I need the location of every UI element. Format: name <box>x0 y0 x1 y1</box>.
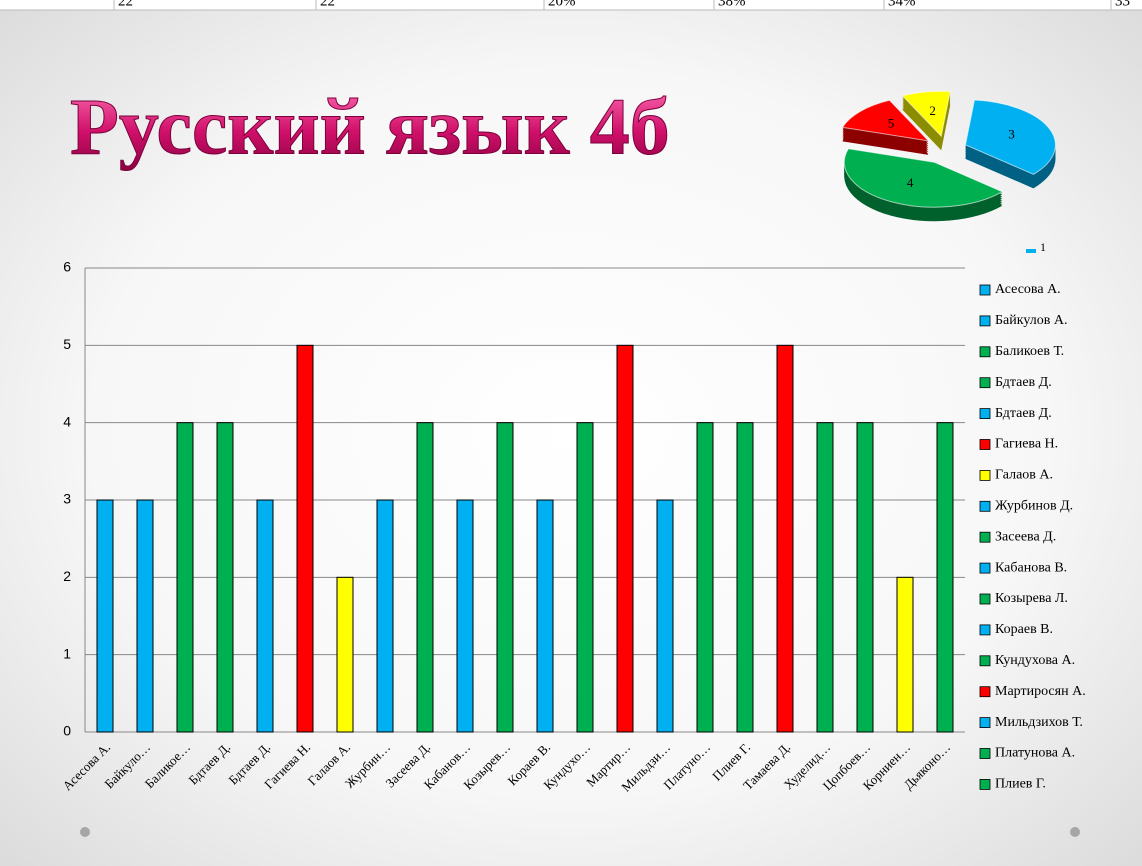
y-tick-label: 6 <box>63 259 71 275</box>
bar <box>936 422 954 733</box>
legend-label: Козырева Л. <box>995 591 1068 606</box>
legend-swatch <box>979 779 991 790</box>
bar <box>736 422 754 733</box>
bar <box>456 499 474 733</box>
y-tick-label: 5 <box>63 336 71 352</box>
bar <box>536 499 554 733</box>
legend-label: Бдтаев Д. <box>995 375 1052 390</box>
slide-dot <box>1070 827 1080 837</box>
y-tick-label: 2 <box>63 568 71 584</box>
bar <box>776 344 794 733</box>
bar <box>616 344 634 733</box>
legend-swatch <box>979 408 991 420</box>
legend-label: Кундухова А. <box>995 653 1075 668</box>
bar <box>96 499 114 733</box>
pie-label: 5 <box>888 116 895 131</box>
legend-swatch <box>979 562 991 574</box>
legend-swatch <box>979 469 991 481</box>
legend-swatch <box>979 346 991 358</box>
legend-label: Галаов А. <box>995 468 1053 483</box>
bar <box>136 499 154 733</box>
legend-label: 1 <box>1040 240 1046 254</box>
bar <box>576 422 594 733</box>
legend-label: Кабанова В. <box>995 560 1067 575</box>
bar <box>816 422 834 733</box>
legend-swatch <box>979 500 991 512</box>
legend-swatch <box>1026 249 1036 253</box>
cell-text: 38% <box>718 0 746 9</box>
y-tick-label: 3 <box>63 491 71 507</box>
legend-swatch <box>979 686 991 698</box>
legend-label: Байкулов А. <box>995 313 1067 328</box>
legend-label: Кораев В. <box>995 622 1053 637</box>
legend-swatch <box>979 655 991 667</box>
chart-title: Русский язык 4б <box>70 83 670 171</box>
bar <box>896 576 914 733</box>
cell-text: 34% <box>888 0 916 9</box>
cell-text: 22 <box>320 0 335 9</box>
bar <box>496 422 514 733</box>
pie-slice <box>843 148 1004 208</box>
bar <box>176 422 194 733</box>
legend-swatch <box>979 624 991 636</box>
pie-label: 2 <box>929 103 936 118</box>
legend-label: Засеева Д. <box>995 529 1056 544</box>
pie-slice <box>841 99 930 142</box>
cell-text: 20% <box>548 0 576 9</box>
legend-swatch <box>979 748 991 759</box>
bar <box>216 422 234 733</box>
legend-label: Гагиева Н. <box>995 437 1058 452</box>
legend-label: Баликоев Т. <box>995 344 1064 359</box>
y-tick-label: 1 <box>63 645 71 661</box>
legend-label: Плиев Г. <box>995 777 1046 792</box>
legend-label: Мильдзихов Т. <box>995 715 1083 730</box>
y-tick-label: 4 <box>63 413 71 429</box>
legend-swatch <box>979 593 991 605</box>
legend-label: Журбинов Д. <box>995 499 1073 514</box>
bar <box>296 344 314 733</box>
legend-swatch <box>979 717 991 728</box>
bar <box>336 576 354 733</box>
pie-label: 4 <box>907 175 914 190</box>
pie-slice <box>901 90 951 138</box>
cell-text: 33 <box>1115 0 1130 9</box>
cell-text: 22 <box>118 0 133 9</box>
legend-swatch <box>979 284 991 296</box>
legend-swatch <box>979 377 991 389</box>
legend-label: Мартиросян А. <box>995 684 1086 699</box>
bar <box>856 422 874 733</box>
legend-swatch <box>979 531 991 543</box>
bar <box>376 499 394 733</box>
pie-label: 3 <box>1008 127 1015 142</box>
legend-swatch <box>979 439 991 450</box>
bar <box>656 499 674 733</box>
slide-dot <box>80 827 90 837</box>
legend-label: Платунова А. <box>995 746 1075 761</box>
legend-label: Асесова А. <box>995 282 1061 297</box>
y-tick-label: 0 <box>63 723 71 739</box>
legend-label: Бдтаев Д. <box>995 406 1052 421</box>
bar <box>416 422 434 733</box>
pie-slice <box>964 99 1056 175</box>
bar <box>256 499 274 733</box>
bar <box>696 422 714 733</box>
legend-swatch <box>979 315 991 327</box>
table-strip <box>0 0 1142 10</box>
